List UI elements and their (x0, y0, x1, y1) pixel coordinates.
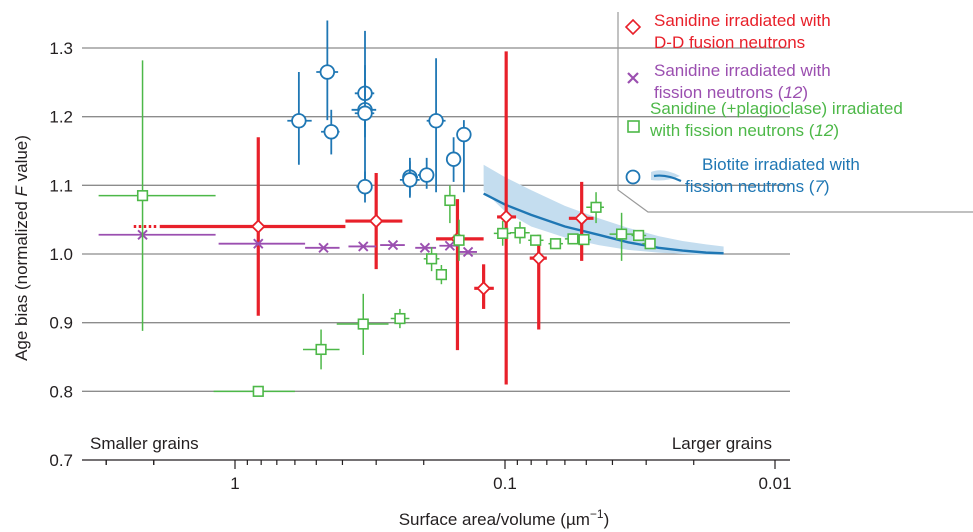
legend-item-plagioclase-sanidine: Sanidine (+plagioclase) irradiated with … (627, 99, 903, 140)
point-marker-x (387, 239, 399, 251)
point-marker-square (644, 238, 656, 250)
y-tick-label: 0.8 (49, 382, 73, 401)
point-marker-square (252, 385, 264, 397)
series-x (98, 229, 477, 258)
point-marker-square (633, 229, 645, 242)
point-marker-x (253, 238, 264, 249)
point-marker-square (590, 201, 602, 213)
x-tick-label: 0.1 (493, 474, 517, 493)
legend: Sanidine irradiated with D-D fusion neut… (617, 11, 973, 213)
annotation-larger-grains: Larger grains (672, 434, 772, 453)
legend-label-5: Sanidine (+plagioclase) irradiated (650, 99, 903, 118)
y-tick-label: 0.9 (49, 314, 73, 333)
point-marker-circle (418, 167, 435, 183)
circle-icon (625, 169, 641, 185)
point-marker-square (567, 233, 579, 245)
point-marker-circle (291, 113, 307, 129)
legend-label-7: Biotite irradiated with (702, 155, 860, 174)
y-tick-label: 1.1 (49, 176, 73, 195)
annotation-smaller-grains: Smaller grains (90, 434, 199, 453)
legend-label-6: with fission neutrons (12) (649, 121, 839, 140)
legend-label-8: fission neutrons (7) (685, 177, 830, 196)
point-marker-square (615, 228, 628, 240)
model-curve-line (483, 192, 724, 255)
y-tick-label: 1.0 (49, 245, 73, 264)
point-marker-diamond (574, 211, 589, 226)
point-marker-square (497, 227, 509, 240)
point-marker-square (136, 190, 149, 202)
point-marker-square (530, 234, 542, 246)
y-axis-title: Age bias (normalized F value) (12, 135, 31, 361)
data-points (98, 20, 656, 397)
point-marker-diamond (498, 209, 514, 225)
x-tick-label: 0.01 (758, 474, 791, 493)
point-marker-circle (402, 172, 418, 188)
legend-item-dd-sanidine: Sanidine irradiated with D-D fusion neut… (624, 11, 831, 52)
point-marker-x (462, 246, 474, 258)
curve-line-icon (653, 174, 682, 182)
point-marker-circle (319, 64, 336, 80)
point-marker-diamond (531, 250, 547, 266)
series-square (98, 60, 656, 397)
model-curve (483, 192, 724, 255)
point-marker-square (549, 238, 562, 250)
point-marker-square (315, 343, 327, 356)
legend-label-4: fission neutrons (12) (654, 83, 808, 102)
y-tick-label: 0.7 (49, 451, 73, 470)
point-marker-square (514, 227, 526, 239)
x-axis-title: Surface area/volume (µm−1) (399, 507, 610, 529)
point-marker-circle (428, 113, 444, 129)
diamond-icon (624, 18, 642, 36)
legend-item-biotite: Biotite irradiated with fission neutrons… (625, 155, 860, 196)
point-marker-circle (456, 126, 472, 143)
legend-frame (617, 12, 973, 213)
y-tick-label: 1.3 (49, 39, 73, 58)
y-tick-label: 1.2 (49, 108, 73, 127)
legend-label-3: Sanidine irradiated with (654, 61, 831, 80)
point-marker-x (318, 242, 329, 253)
x-mark-icon (627, 72, 639, 84)
point-marker-diamond (250, 219, 266, 234)
point-marker-x (419, 242, 431, 253)
point-marker-diamond (368, 213, 384, 229)
point-marker-square (444, 194, 456, 207)
point-marker-diamond (476, 281, 491, 296)
point-marker-circle (357, 105, 373, 121)
square-icon (627, 120, 640, 133)
legend-label-2: D-D fusion neutrons (654, 33, 805, 52)
point-marker-square (578, 233, 590, 246)
point-marker-circle (323, 124, 339, 140)
axes: 0.7 0.8 0.9 1.0 1.1 1.2 1.3 1 0.1 0.01 (49, 39, 791, 493)
point-marker-circle (357, 179, 373, 195)
point-marker-circle (445, 151, 462, 167)
series-circle (287, 20, 472, 203)
legend-item-fission-sanidine: Sanidine irradiated with fission neutron… (627, 61, 831, 102)
point-marker-x (358, 241, 369, 252)
point-marker-x (444, 240, 456, 251)
series-diamond (159, 51, 594, 385)
point-marker-square (426, 253, 438, 265)
x-tick-label: 1 (230, 474, 239, 493)
point-marker-square (357, 318, 369, 330)
point-marker-square (394, 312, 406, 325)
legend-label-1: Sanidine irradiated with (654, 11, 831, 30)
point-marker-square (453, 234, 465, 246)
point-marker-square (435, 268, 448, 281)
